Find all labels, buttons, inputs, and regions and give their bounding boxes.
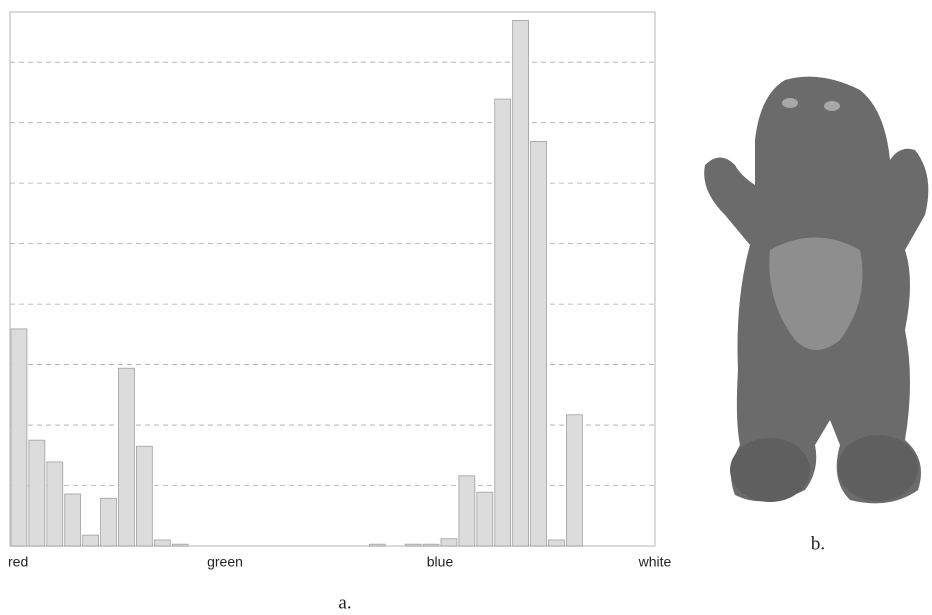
bar [369, 544, 385, 546]
toy-foot [730, 438, 810, 502]
bar [513, 20, 529, 546]
bar [154, 540, 170, 546]
bar [531, 141, 547, 546]
caption: b. [811, 533, 825, 554]
toy-eye [824, 101, 840, 111]
bar [11, 329, 27, 546]
toy-foot [838, 435, 918, 501]
bar [405, 544, 421, 546]
bar [172, 544, 188, 546]
bar [47, 462, 63, 546]
bar [101, 498, 117, 546]
bar [119, 368, 135, 546]
bar [495, 99, 511, 546]
bar [83, 535, 99, 546]
bar [459, 476, 475, 546]
caption: a. [338, 592, 351, 613]
x-tick-label: green [207, 554, 243, 570]
bar [566, 415, 582, 546]
x-tick-label: white [638, 554, 672, 570]
toy-eye [782, 98, 798, 108]
x-tick-label: red [8, 554, 28, 570]
x-tick-label: blue [427, 554, 454, 570]
bar [423, 544, 439, 546]
bar [29, 440, 45, 546]
bar [65, 494, 81, 546]
plot-frame [10, 12, 655, 546]
bar [441, 539, 457, 546]
figure: red green blue white a. b. [0, 0, 932, 615]
plush-toy-photo [704, 77, 928, 504]
bar [136, 446, 152, 546]
histogram: red green blue white [8, 12, 672, 570]
bar [477, 492, 493, 546]
bar [549, 540, 565, 546]
